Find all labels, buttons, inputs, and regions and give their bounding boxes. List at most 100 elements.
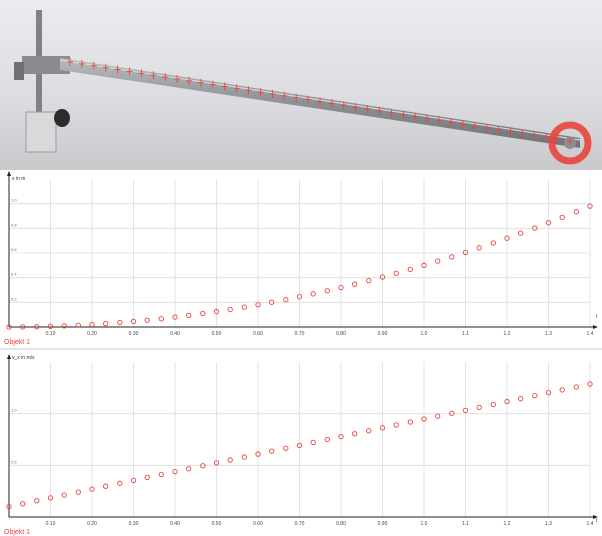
chart-1-xtick-label: 0.70: [295, 331, 305, 337]
chart-2-data-point: [324, 436, 330, 443]
chart-1-data-point: [518, 230, 524, 236]
chart-2-xtick-label: 1.2: [504, 521, 511, 527]
chart-1-data-point: [75, 322, 81, 328]
chart-2-data-point: [144, 474, 150, 481]
chart-2-xtick-label: 0.50: [212, 521, 222, 527]
chart-2-xtick-label: 0.90: [378, 521, 388, 527]
chart-2-points: [6, 381, 593, 510]
chart-1-data-point: [435, 258, 441, 264]
chart-2-data-point: [462, 407, 469, 414]
chart-2-data-point: [172, 468, 178, 475]
chart-1-data-point: [573, 209, 579, 215]
chart-2-xtick-label: 1.1: [462, 521, 469, 527]
chart-1-data-point: [421, 262, 427, 268]
chart-2-data-point: [379, 425, 386, 431]
chart-2-xtick-label: 1.3: [545, 521, 552, 527]
chart-1-ytick-label: 0.6: [11, 247, 17, 252]
chart-1-ylabel: x in m: [12, 176, 25, 182]
chart-1-xlabel: t: [596, 314, 598, 320]
chart-2-data-point: [269, 448, 275, 454]
chart-1-data-point: [130, 318, 137, 325]
chart-2-xtick-label: 0.20: [87, 521, 97, 527]
chart-2-ylabel: v_x in m/s: [12, 355, 35, 361]
chart-1-points: [6, 203, 593, 330]
chart-1-data-point: [241, 304, 247, 310]
chart-1-ytick-label: 0.8: [11, 222, 17, 227]
chart-1-y-arrow: [7, 171, 11, 176]
chart-2-data-point: [352, 431, 358, 437]
chart-1-data-point: [186, 312, 192, 319]
chart-2-data-point: [310, 439, 316, 446]
chart-2-data-point: [61, 492, 67, 498]
chart-2-xtick-label: 0.80: [336, 521, 346, 527]
chart-2-data-point: [130, 477, 137, 484]
chart-2-xtick-label: 0.30: [129, 521, 139, 527]
chart-2-data-point: [47, 495, 54, 501]
chart-1-xtick-label: 1.1: [462, 331, 469, 337]
chart-1-xtick-label: 0.50: [212, 331, 222, 337]
chart-1-data-point: [117, 319, 123, 326]
chart-2-data-point: [200, 463, 206, 469]
chart-1-xtick-label: 0.60: [253, 331, 263, 337]
chart-1-xtick-label: 0.90: [378, 331, 388, 337]
chart-2-data-point: [213, 460, 220, 466]
experiment-photo: [0, 0, 602, 170]
chart-1-tick-labels: 0.10 0.20 0.30 0.40 0.50 0.60 0.70 0.80 0.90 1.0 1…: [11, 198, 594, 337]
chart-2-data-point: [407, 419, 413, 425]
chart-1-grid: [9, 179, 591, 327]
stand-rod: [36, 10, 42, 140]
chart-1-data-point: [47, 323, 54, 330]
chart-2-xlabel: t: [596, 518, 598, 524]
chart-2-xtick-label: 0.70: [295, 521, 305, 527]
chart-2-data-point: [449, 410, 455, 416]
chart-1-data-point: [532, 225, 538, 231]
chart-1-data-point: [587, 203, 593, 209]
chart-1-data-point: [324, 288, 330, 294]
chart-1-data-point: [269, 299, 275, 305]
chart-1-data-point: [227, 306, 233, 313]
chart-1-xtick-label: 0.20: [87, 331, 97, 337]
chart-2-xtick-label: 1.0: [421, 521, 428, 527]
stand-base: [25, 111, 57, 153]
chart-2-data-point: [75, 489, 81, 495]
chart-2-ytick-label: 1.0: [11, 408, 17, 413]
chart-2-background: [0, 348, 602, 536]
chart-2-data-point: [20, 501, 26, 507]
chart-2-data-point: [545, 390, 552, 396]
chart-1-data-point: [213, 308, 220, 315]
chart-2-grid: [9, 362, 591, 517]
chart-2-data-point: [587, 381, 593, 387]
chart-2-data-point: [476, 404, 482, 411]
chart-1-data-point: [338, 284, 344, 291]
chart-2-data-point: [393, 422, 399, 428]
chart-1-data-point: [296, 294, 303, 300]
chart-1-data-point: [6, 324, 12, 330]
chart-2-data-point: [6, 504, 12, 510]
chart-1-xtick-label: 1.2: [504, 331, 511, 337]
chart-2-data-point: [241, 454, 247, 460]
chart-2-xtick-label: 0.10: [46, 521, 56, 527]
tracking-markers: [67, 58, 573, 145]
chart-2-data-point: [186, 466, 192, 472]
chart-1-data-point: [545, 220, 552, 226]
chart-1-data-point: [158, 316, 164, 322]
chart-2-data-point: [227, 457, 233, 463]
chart-1-data-point: [310, 291, 316, 297]
chart-1-xtick-label: 0.30: [129, 331, 139, 337]
chart-2-data-point: [283, 445, 289, 451]
chart-2-data-point: [34, 498, 40, 504]
chart-2-data-point: [117, 480, 123, 486]
chart-1-data-point: [103, 321, 109, 327]
stand-knob: [54, 109, 70, 127]
chart-2-data-point: [504, 398, 510, 405]
chart-1-data-point: [20, 324, 26, 330]
chart-2-data-point: [518, 396, 524, 402]
chart-2-ytick-label: 0.5: [11, 459, 17, 464]
chart-1-data-point: [283, 296, 289, 303]
chart-1-background: [0, 171, 602, 348]
chart-1-ytick-label: 0.2: [11, 296, 17, 301]
chart-1-xtick-label: 1.0: [421, 331, 428, 337]
chart-1-data-point: [352, 281, 358, 287]
chart-2-xtick-label: 0.40: [170, 521, 180, 527]
chart-1-data-point: [255, 302, 261, 308]
